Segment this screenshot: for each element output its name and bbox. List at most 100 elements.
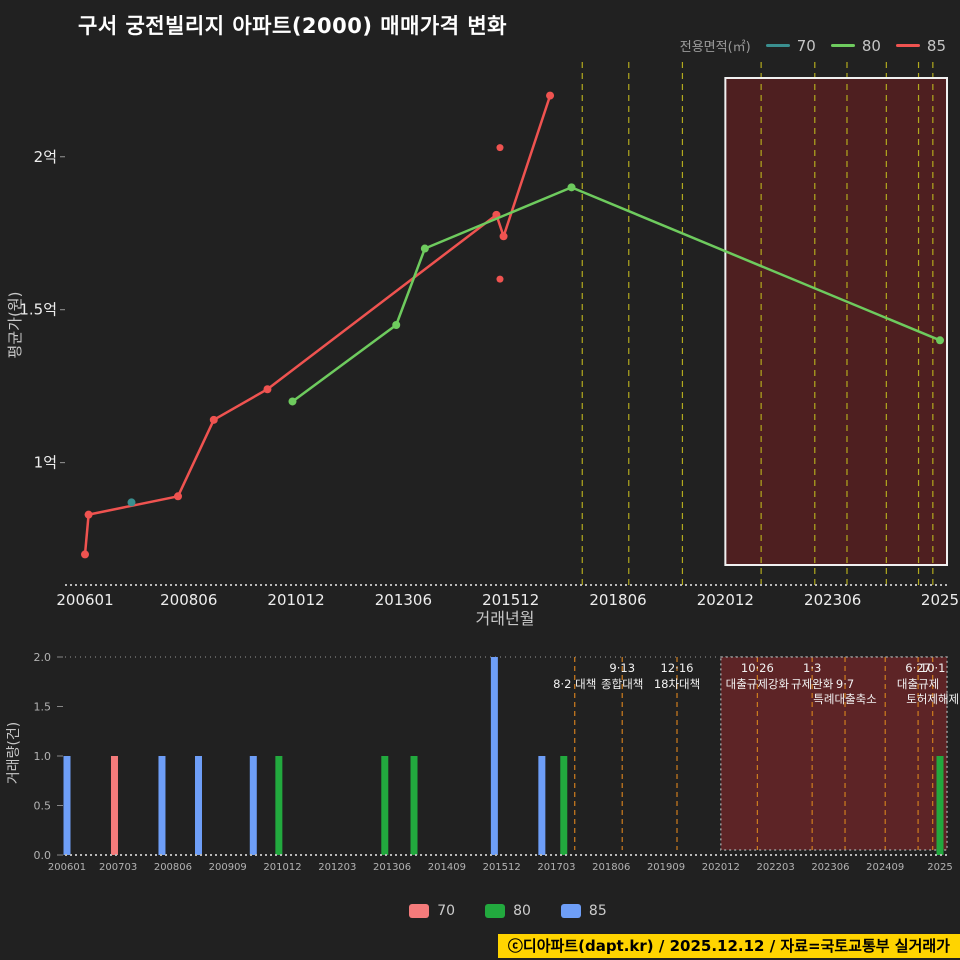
x-tick-label-volume: 201909 [647,862,685,873]
price-point-85 [499,232,508,241]
price-point-85 [263,385,272,394]
legend-label-85: 85 [926,36,946,55]
highlight-region-border [724,77,948,566]
policy-annotation: 특례대출축소 [813,692,876,706]
footer-credit: ⓒ디아파트(dapt.kr) / 2025.12.12 / 자료=국토교통부 실… [497,934,960,958]
x-tick-label-volume: 201203 [318,862,356,873]
volume-legend-label-70: 70 [437,903,456,919]
price-outlier-85 [496,275,504,283]
policy-annotation: 10·1 [920,661,946,675]
volume-bar-85 [490,657,498,855]
y-tick-label-volume: 2.0 [34,651,52,664]
volume-legend-swatch-85 [560,904,581,918]
policy-annotation: 대출규제강화 [726,677,790,691]
policy-annotation: 6·27 [905,661,931,675]
price-point-85 [546,91,555,100]
policy-annotation: 종합대책 [601,677,643,691]
x-tick-label-price: 202012 [697,591,754,609]
policy-annotation: 18차대책 [654,677,700,691]
policy-annotation: 토허제해제 [906,692,959,706]
policy-annotation: 9·7 [836,677,854,691]
volume-legend: 70 80 85 [28,903,960,919]
volume-legend-swatch-70 [409,904,430,918]
y-tick-label-volume: 1.0 [34,750,52,763]
policy-annotation: 12·16 [661,661,694,675]
volume-legend-item-70[interactable]: 70 [409,903,455,919]
x-tick-label-volume: 202306 [811,862,849,873]
y-tick-label-price: 1.5억 [19,301,57,319]
x-tick-label-price: 201512 [482,591,539,609]
volume-bar-85 [538,756,546,855]
legend-line-swatch-80 [830,44,855,47]
volume-legend-swatch-80 [485,904,506,918]
legend-line-swatch-70 [765,44,790,47]
price-point-80 [420,244,429,253]
price-line-85 [83,94,552,556]
volume-bar-85 [158,756,166,855]
volume-legend-label-80: 80 [513,903,531,919]
x-tick-label-volume: 201512 [483,862,521,873]
price-point-85 [81,550,89,559]
area-size-legend: 전용면적(㎡) 70 80 85 [679,36,946,56]
volume-bar-80 [410,756,418,855]
x-tick-label-volume: 200601 [48,862,86,873]
legend-item-70[interactable]: 70 [765,36,816,55]
policy-annotation: 9·13 [609,661,635,675]
x-tick-label-volume: 202012 [702,862,740,873]
price-point-80 [567,183,576,192]
highlight-volume-border [720,656,948,851]
volume-bar-80 [381,756,389,855]
x-axis-title-price: 거래년월 [476,609,535,628]
volume-bar-80 [275,756,283,855]
y-tick-label-price: 1억 [34,454,57,472]
legend-title: 전용면적(㎡) [679,40,751,55]
y-tick-label-volume: 0.5 [34,800,52,813]
price-point-85 [209,415,218,424]
volume-bar-80 [560,756,568,855]
legend-line-swatch-85 [895,44,920,47]
volume-legend-item-85[interactable]: 85 [560,903,607,919]
y-tick-label-volume: 0.0 [34,849,52,862]
volume-bar-80 [936,756,944,855]
volume-bar-85 [249,756,257,855]
highlight-region-price [725,78,947,565]
x-tick-label-volume: 201703 [537,862,575,873]
x-tick-label-volume: 201012 [263,862,301,873]
legend-item-80[interactable]: 80 [830,36,881,55]
x-tick-label-price: 202306 [804,591,861,609]
policy-annotation: 8·2 대책 [553,677,596,691]
x-tick-label-price: 2025 [921,591,959,609]
price-point-80 [392,321,401,329]
x-tick-label-price: 201012 [267,591,324,609]
volume-bar-85 [63,756,71,855]
legend-label-80: 80 [861,36,881,55]
x-tick-label-price: 200806 [160,591,217,609]
price-point-85 [174,492,183,501]
x-tick-label-price: 201306 [375,591,432,609]
price-point-80 [936,336,944,345]
price-point-70 [127,498,136,507]
x-tick-label-volume: 201409 [428,862,466,873]
x-tick-label-volume: 202203 [757,862,795,873]
page-title: 구서 궁전빌리지 아파트(2000) 매매가격 변화 [78,14,508,38]
y-axis-title-price: 평균가(원) [6,292,24,359]
policy-annotation: 대출규제 [897,677,939,691]
highlight-region-volume [720,657,947,850]
price-point-80 [288,397,297,406]
policy-annotation: 10·26 [741,661,774,675]
volume-bar-70 [110,756,118,855]
y-axis-title-volume: 거래량(건) [6,722,22,784]
volume-legend-item-80[interactable]: 80 [485,903,531,919]
legend-label-70: 70 [796,36,816,55]
legend-item-85[interactable]: 85 [895,36,946,55]
x-tick-label-volume: 201806 [592,862,630,873]
x-tick-label-volume: 200703 [99,862,137,873]
x-tick-label-volume: 201306 [373,862,411,873]
price-point-85 [84,510,93,519]
x-tick-label-volume: 2025 [927,862,952,873]
x-tick-label-price: 200601 [56,591,113,609]
volume-legend-label-85: 85 [588,903,607,919]
volume-bar-85 [194,756,202,855]
